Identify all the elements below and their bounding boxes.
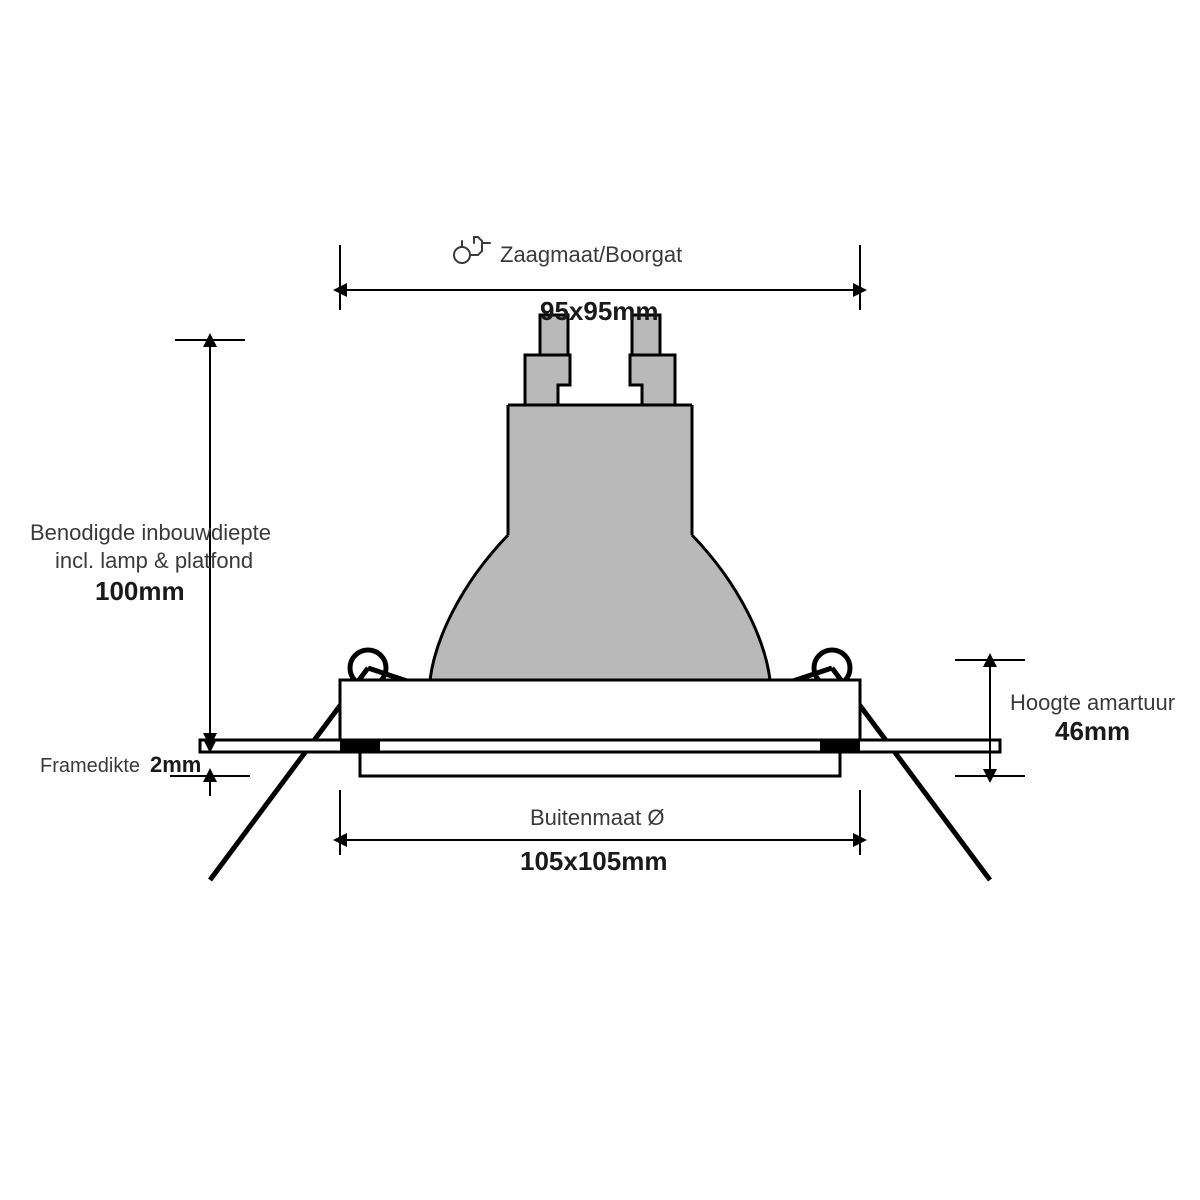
cut-hole-label: Zaagmaat/Boorgat (500, 242, 682, 267)
fixture-housing (200, 680, 1000, 776)
fixture-height-label: Hoogte amartuur (1010, 690, 1175, 715)
install-depth-label-2: incl. lamp & platfond (55, 548, 253, 573)
install-depth-value: 100mm (95, 576, 185, 606)
cut-hole-value: 95x95mm (540, 296, 659, 326)
technical-diagram: Zaagmaat/Boorgat 95x95mm Benodigde inbou… (0, 0, 1200, 1200)
fixture-height-value: 46mm (1055, 716, 1130, 746)
lamp-shape (430, 315, 770, 680)
frame-thickness-label: Framedikte (40, 755, 140, 777)
drill-icon (454, 237, 490, 263)
outer-size-value: 105x105mm (520, 846, 667, 876)
dim-fixture-height (955, 660, 1025, 776)
frame-thickness-value: 2mm (150, 752, 201, 777)
outer-size-label: Buitenmaat Ø (530, 805, 665, 830)
install-depth-label-1: Benodigde inbouwdiepte (30, 520, 271, 545)
